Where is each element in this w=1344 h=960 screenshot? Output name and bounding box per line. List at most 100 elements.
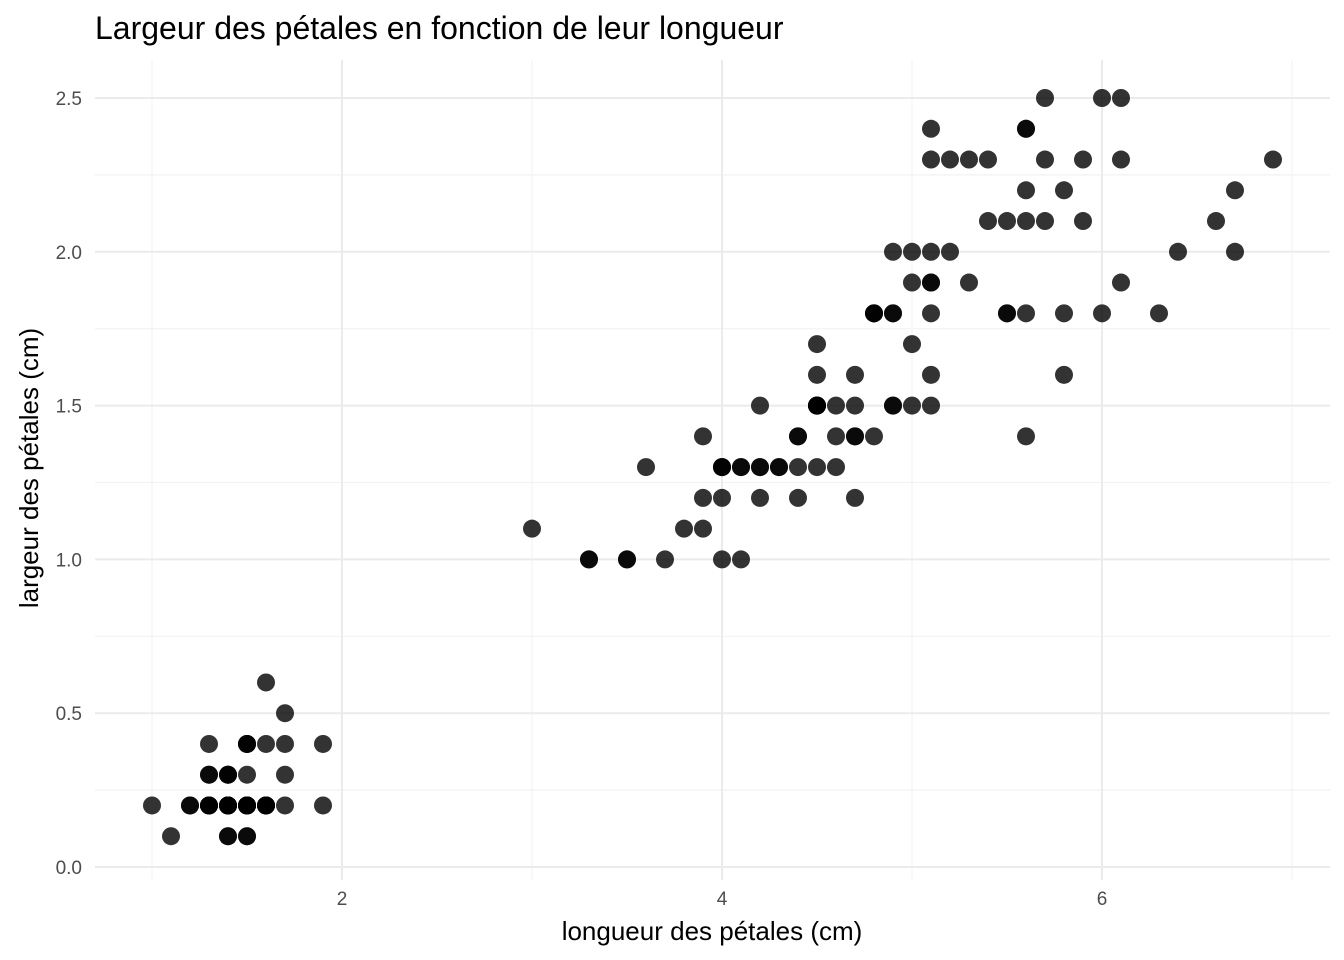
data-point: [1017, 427, 1035, 446]
data-point: [1150, 304, 1168, 323]
data-point: [998, 212, 1016, 231]
data-point: [865, 427, 883, 446]
data-point: [580, 550, 598, 569]
data-point: [846, 427, 864, 446]
data-point: [903, 242, 921, 261]
data-point: [922, 242, 940, 261]
data-point: [827, 427, 845, 446]
data-point: [922, 304, 940, 323]
data-point: [789, 488, 807, 507]
y-tick-label: 1.5: [56, 397, 82, 418]
data-point: [751, 396, 769, 415]
data-point: [808, 365, 826, 384]
data-point: [827, 458, 845, 477]
x-tick-label: 6: [1097, 889, 1108, 910]
data-point: [751, 488, 769, 507]
data-point: [1169, 242, 1187, 261]
data-point: [1093, 304, 1111, 323]
chart-title: Largeur des pétales en fonction de leur …: [95, 10, 784, 46]
data-point: [732, 458, 750, 477]
data-point: [922, 150, 940, 169]
data-point: [314, 734, 332, 753]
data-point: [1017, 304, 1035, 323]
data-point: [789, 427, 807, 446]
minor-gridlines: [95, 60, 1330, 880]
data-point: [618, 550, 636, 569]
data-point: [1226, 242, 1244, 261]
data-point: [1036, 150, 1054, 169]
data-point: [808, 396, 826, 415]
data-point: [1093, 89, 1111, 107]
data-point: [846, 488, 864, 507]
data-point: [979, 150, 997, 169]
data-point: [713, 458, 731, 477]
data-point: [751, 458, 769, 477]
data-point: [998, 304, 1016, 323]
data-point: [884, 242, 902, 261]
data-point: [637, 458, 655, 477]
data-point: [1017, 119, 1035, 138]
data-point: [200, 734, 218, 753]
data-point: [694, 519, 712, 538]
data-point: [1055, 304, 1073, 323]
data-point: [257, 734, 275, 753]
data-point: [219, 796, 237, 815]
data-point: [903, 396, 921, 415]
data-point: [257, 673, 275, 692]
data-point: [238, 827, 256, 846]
data-point: [960, 273, 978, 292]
data-point: [656, 550, 674, 569]
data-point: [1112, 273, 1130, 292]
y-axis-title: largeur des pétales (cm): [14, 328, 44, 608]
data-point: [960, 150, 978, 169]
data-point: [1112, 89, 1130, 107]
data-point: [143, 796, 161, 815]
y-tick-label: 0.5: [56, 704, 82, 725]
data-point: [238, 796, 256, 815]
data-point: [713, 550, 731, 569]
data-point: [846, 396, 864, 415]
x-axis-title: longueur des pétales (cm): [562, 916, 863, 946]
data-point: [219, 765, 237, 784]
data-point: [884, 396, 902, 415]
data-point: [884, 304, 902, 323]
data-point: [238, 734, 256, 753]
y-tick-label: 2.0: [56, 243, 82, 264]
data-point: [865, 304, 883, 323]
y-tick-label: 1.0: [56, 550, 82, 571]
data-point: [1055, 181, 1073, 200]
data-point: [675, 519, 693, 538]
y-tick-label: 0.0: [56, 858, 82, 879]
data-point: [200, 796, 218, 815]
data-point: [941, 242, 959, 261]
data-point: [922, 365, 940, 384]
y-tick-label: 2.5: [56, 89, 82, 110]
data-point: [903, 335, 921, 354]
data-point: [941, 150, 959, 169]
data-point: [257, 796, 275, 815]
data-point: [162, 827, 180, 846]
data-point: [713, 488, 731, 507]
data-point: [922, 119, 940, 138]
data-point: [219, 827, 237, 846]
data-point: [903, 273, 921, 292]
data-point: [827, 396, 845, 415]
data-point: [1036, 89, 1054, 107]
data-point: [523, 519, 541, 538]
data-point: [808, 458, 826, 477]
data-point: [1112, 150, 1130, 169]
data-points: [143, 89, 1282, 846]
data-point: [314, 796, 332, 815]
data-point: [1207, 212, 1225, 231]
data-point: [694, 427, 712, 446]
data-point: [1226, 181, 1244, 200]
data-point: [770, 458, 788, 477]
data-point: [276, 734, 294, 753]
data-point: [808, 335, 826, 354]
data-point: [1074, 150, 1092, 169]
data-point: [922, 396, 940, 415]
data-point: [922, 273, 940, 292]
data-point: [276, 765, 294, 784]
data-point: [694, 488, 712, 507]
